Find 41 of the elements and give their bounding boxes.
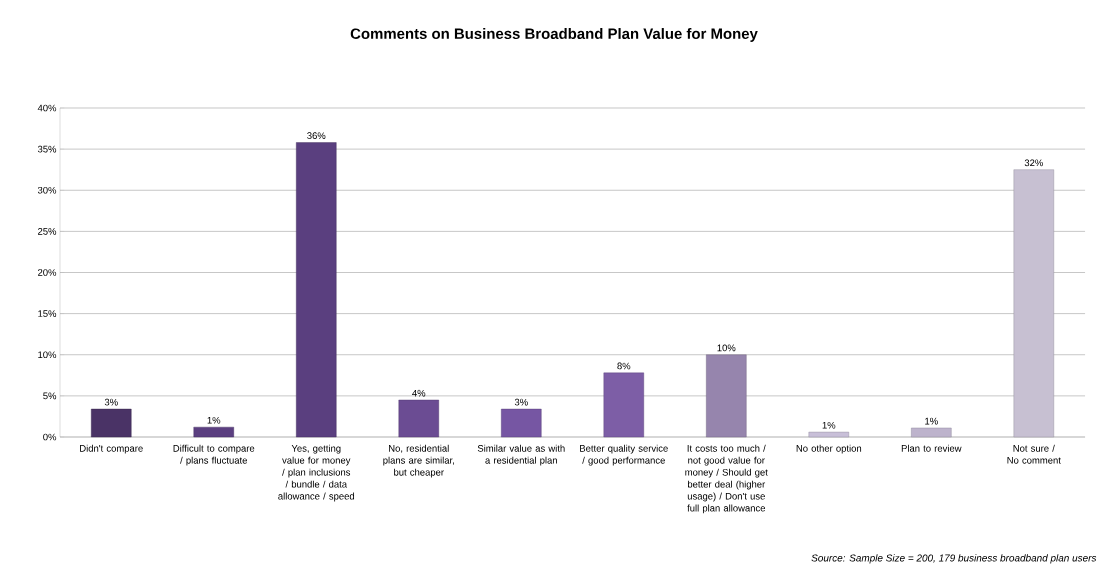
bar — [911, 427, 952, 438]
data-label: 1% — [822, 421, 836, 429]
y-tick-label: 25% — [38, 228, 57, 235]
x-tick-label: It costs too much / not good value for money / Should get better deal (higher usage) / Don't use full plan allowance — [685, 444, 768, 514]
data-label: 36% — [307, 132, 326, 140]
x-tick-label: Yes, getting value for money / plan inclusions / bundle / data allowance / speed — [278, 444, 355, 502]
bar — [398, 399, 439, 438]
data-label: 32% — [1024, 159, 1043, 167]
bar — [808, 431, 849, 438]
y-tick-label: 5% — [43, 392, 57, 400]
x-tick-label: No, residential plans are similar, but cheaper — [383, 444, 454, 478]
x-tick-label: Plan to review — [901, 444, 962, 452]
data-label: 4% — [412, 389, 426, 397]
x-tick-label: Not sure / No comment — [1007, 444, 1061, 464]
bar — [706, 354, 747, 438]
y-tick-label: 30% — [37, 186, 57, 194]
data-label: 10% — [717, 344, 736, 352]
chart-title: Comments on Business Broadband Plan Value for Money — [350, 28, 758, 42]
y-tick-label: 35% — [37, 145, 57, 153]
bar — [296, 142, 337, 438]
y-tick-label: 20% — [38, 269, 57, 276]
x-tick-label: No other option — [796, 444, 862, 454]
data-label: 8% — [617, 362, 631, 370]
y-tick-label: 0% — [43, 433, 57, 441]
bar — [1013, 169, 1055, 438]
bar — [603, 372, 644, 438]
bar — [91, 408, 132, 438]
data-label: 3% — [104, 398, 118, 406]
y-tick-label: 40% — [37, 104, 57, 112]
bar — [193, 426, 234, 438]
x-tick-label: Similar value as with a residential plan — [477, 444, 565, 466]
x-tick-label: Difficult to compare / plans fluctuate — [173, 444, 255, 466]
x-tick-label: Didn't compare — [80, 444, 143, 454]
data-label: 1% — [207, 416, 221, 424]
data-label: 3% — [514, 398, 528, 406]
source-note: Source: Sample Size = 200, 179 business broadband plan users — [811, 554, 1097, 564]
y-tick-label: 10% — [38, 351, 57, 359]
x-tick-label: Better quality service / good performance — [580, 444, 668, 466]
data-label: 1% — [925, 417, 938, 425]
y-tick-label: 15% — [38, 310, 57, 317]
bar — [501, 408, 542, 438]
